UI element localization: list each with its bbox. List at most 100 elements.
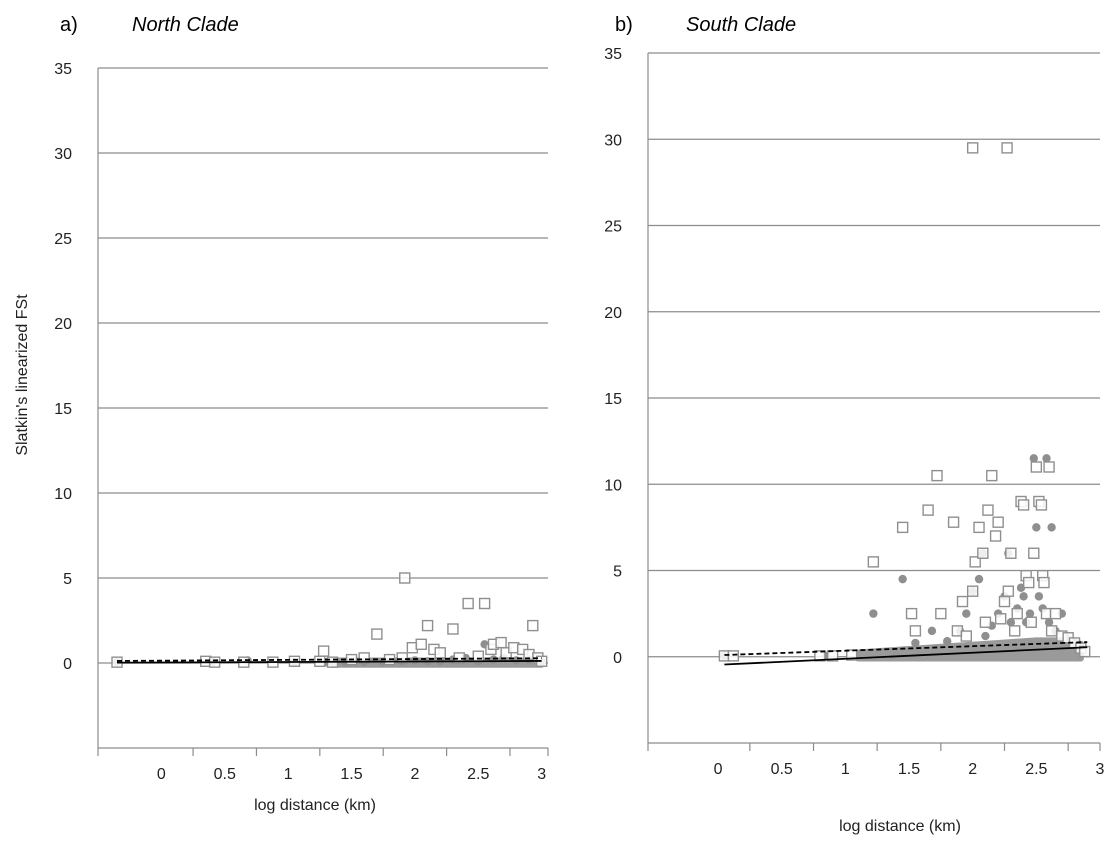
- data-point-square: [472, 650, 484, 662]
- data-point-square: [994, 613, 1007, 625]
- y-tick-label: 5: [63, 571, 72, 588]
- data-point-square: [1008, 625, 1021, 637]
- data-point-square: [1030, 461, 1043, 473]
- data-point-square: [478, 597, 491, 610]
- data-point-circle: [981, 631, 990, 641]
- y-tick-label: 20: [54, 316, 72, 333]
- data-point-square: [447, 623, 459, 635]
- data-point-square: [396, 652, 408, 664]
- data-point-square: [966, 142, 979, 154]
- y-tick-label: 10: [604, 477, 622, 494]
- data-point-square: [989, 530, 1002, 542]
- x-tick-label: 1: [841, 761, 850, 778]
- data-point-square: [1045, 625, 1058, 637]
- data-point-circle: [898, 574, 907, 584]
- data-point-square: [1043, 461, 1055, 473]
- y-tick-label: 30: [54, 146, 72, 163]
- data-point-circle: [1019, 592, 1028, 601]
- trend-line-dashed: [117, 657, 542, 662]
- data-point-square: [1001, 142, 1013, 154]
- x-tick-label: 3: [1096, 761, 1105, 778]
- data-point-square: [358, 652, 370, 664]
- data-point-square: [1002, 585, 1015, 597]
- data-point-circle: [1025, 609, 1035, 618]
- data-point-square: [896, 521, 909, 534]
- data-point-circle: [943, 637, 952, 646]
- x-tick-label: 2.5: [1025, 761, 1047, 778]
- panel-b-title: South Clade: [686, 14, 796, 36]
- panel-a-label: a): [60, 14, 78, 36]
- data-point-square: [1025, 616, 1037, 628]
- y-tick-label: 25: [604, 219, 622, 236]
- data-point-square: [992, 516, 1004, 528]
- data-point-square: [846, 649, 858, 661]
- trend-line-dashed: [724, 641, 1088, 656]
- panel-a-title: North Clade: [132, 14, 239, 36]
- x-tick-label: 1.5: [898, 761, 920, 778]
- data-point-square: [415, 638, 427, 650]
- x-tick-label: 2: [968, 761, 977, 778]
- data-point-circle: [1006, 618, 1016, 627]
- data-point-circle: [1047, 523, 1056, 532]
- data-point-circle: [1034, 592, 1044, 601]
- data-point-circle: [869, 609, 878, 618]
- x-tick-label: 2.5: [467, 766, 489, 783]
- y-tick-label: 30: [604, 132, 622, 149]
- data-point-circle: [911, 638, 920, 648]
- panel-a-plot: 0 5 10 15 20 25 30 35 0 0.5 1 1.5 2 2.5 3: [54, 61, 549, 783]
- data-point-square: [317, 645, 330, 657]
- data-point-square: [462, 597, 474, 610]
- y-tick-label: 5: [613, 564, 622, 581]
- trend-line-solid: [724, 646, 1088, 666]
- y-tick-label: 35: [604, 46, 622, 63]
- data-point-square: [986, 469, 998, 482]
- y-tick-label: 20: [604, 305, 622, 322]
- data-point-square: [909, 625, 922, 637]
- data-point-circle: [927, 626, 937, 636]
- data-point-square: [527, 619, 539, 632]
- data-point-square: [1022, 576, 1035, 589]
- y-tick-label: 15: [604, 391, 622, 408]
- y-tick-label: 15: [54, 401, 72, 418]
- x-tick-label: 2: [410, 766, 419, 783]
- data-point-square: [977, 547, 989, 559]
- data-point-square: [1017, 499, 1030, 511]
- trend-line-solid: [117, 660, 542, 664]
- x-tick-label: 0.5: [214, 766, 236, 783]
- data-point-square: [1011, 607, 1023, 620]
- x-tick-label: 0.5: [771, 761, 793, 778]
- data-point-square: [421, 619, 434, 632]
- data-point-square: [998, 595, 1011, 608]
- data-point-square: [969, 556, 981, 568]
- data-point-circle: [1044, 618, 1054, 627]
- data-point-square: [966, 585, 979, 597]
- data-point-square: [960, 630, 973, 642]
- data-point-square: [1035, 499, 1048, 511]
- data-point-square: [1038, 576, 1050, 589]
- data-point-circle: [410, 656, 420, 665]
- y-tick-label: 35: [54, 61, 72, 78]
- data-point-square: [1049, 607, 1062, 620]
- panel-a-ylabel: Slatkin's linearized FSt: [14, 294, 31, 456]
- panel-b-plot: 0 5 10 15 20 25 30 35 0 0.5 1 1.5 2 2.5 3: [604, 46, 1104, 778]
- data-point-square: [727, 650, 740, 662]
- data-point-circle: [1032, 523, 1041, 532]
- data-point-square: [495, 636, 507, 649]
- data-point-square: [399, 572, 411, 584]
- panel-a-xlabel: log distance (km): [254, 797, 376, 814]
- data-point-square: [814, 650, 826, 662]
- data-point-square: [434, 647, 446, 659]
- data-point-square: [371, 628, 383, 640]
- x-tick-label: 0: [714, 761, 723, 778]
- y-tick-label: 0: [613, 650, 622, 667]
- data-point-circle: [1042, 454, 1051, 463]
- data-point-circle: [1029, 454, 1038, 463]
- data-point-square: [947, 516, 960, 528]
- x-tick-label: 1.5: [340, 766, 362, 783]
- data-point-square: [1028, 547, 1040, 559]
- data-point-square: [979, 616, 992, 628]
- y-tick-label: 25: [54, 231, 72, 248]
- data-point-circle: [974, 574, 984, 584]
- data-point-square: [956, 595, 969, 608]
